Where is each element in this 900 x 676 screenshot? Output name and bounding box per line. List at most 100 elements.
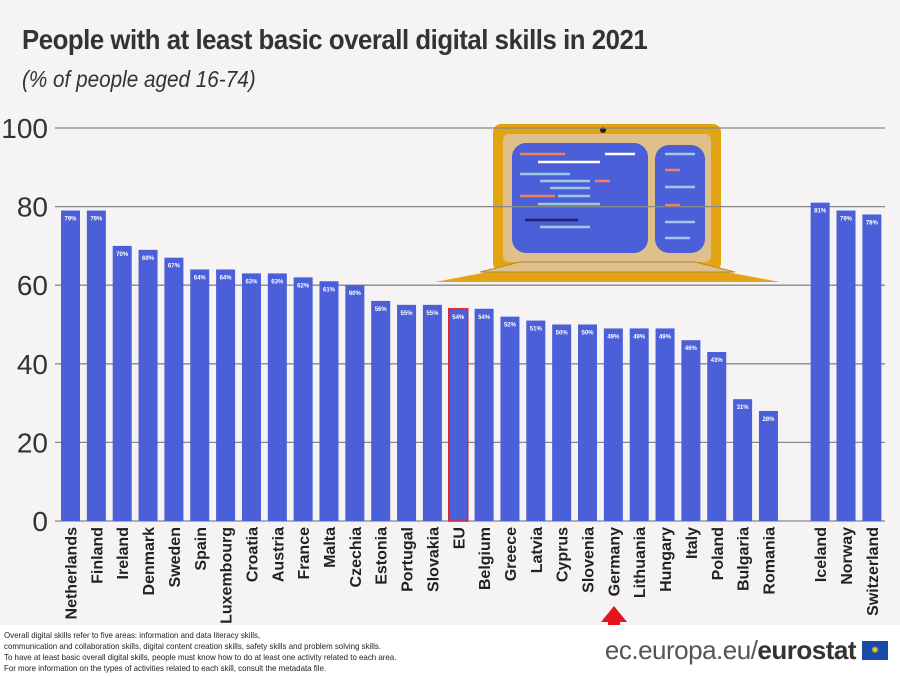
bar-france: [293, 277, 313, 521]
data-label: 79%: [840, 217, 853, 223]
bar-spain: [190, 269, 210, 521]
x-tick-label: Romania: [761, 527, 778, 595]
x-tick-label: Cyprus: [555, 527, 572, 582]
data-label: 49%: [633, 334, 646, 340]
y-tick-label: 100: [1, 113, 48, 144]
footer: Overall digital skills refer to five are…: [0, 625, 900, 676]
x-tick-label: Latvia: [529, 527, 546, 573]
x-tick-label: Netherlands: [64, 527, 81, 620]
bar-netherlands: [61, 210, 80, 521]
footnote-line: To have at least basic overall digital s…: [4, 652, 397, 662]
x-tick-label: Greece: [503, 527, 520, 581]
y-tick-label: 40: [17, 349, 48, 380]
footnote-line: communication and collaboration skills, …: [4, 641, 381, 651]
x-tick-label: Luxembourg: [219, 527, 236, 624]
germany-arrow-icon: [601, 606, 627, 640]
data-label: 49%: [607, 334, 620, 340]
bar-croatia: [241, 273, 261, 521]
x-tick-label: Hungary: [658, 527, 675, 592]
laptop-illustration: [435, 124, 780, 282]
x-tick-label: Spain: [193, 527, 210, 571]
data-label: 64%: [220, 275, 233, 281]
x-tick-label: Iceland: [813, 527, 830, 582]
bar-romania: [758, 410, 778, 521]
data-label: 61%: [323, 287, 336, 293]
data-label: 63%: [245, 279, 258, 285]
bar-finland: [86, 210, 106, 521]
bar-sweden: [164, 257, 184, 521]
eurostat-link[interactable]: ec.europa.eu/eurostat: [604, 635, 857, 666]
bar-czechia: [345, 285, 365, 521]
y-tick-label: 60: [17, 270, 48, 301]
x-tick-label: Austria: [270, 527, 287, 582]
data-label: 28%: [762, 417, 775, 423]
x-tick-label: Denmark: [141, 527, 158, 596]
x-tick-label: France: [296, 527, 313, 580]
bar-luxembourg: [216, 269, 236, 521]
bar-bulgaria: [733, 399, 753, 521]
x-tick-label: Slovakia: [425, 527, 442, 592]
brand-site: ec.europa.eu/: [604, 635, 758, 665]
data-label: 81%: [814, 209, 827, 215]
bar-norway: [836, 210, 856, 521]
footnote-line: For more information on the types of act…: [4, 663, 327, 673]
data-label: 49%: [659, 334, 672, 340]
x-tick-label: Czechia: [348, 527, 365, 588]
bar-switzerland: [862, 214, 882, 521]
x-tick-label: Poland: [710, 527, 727, 580]
data-label: 78%: [866, 220, 879, 226]
x-tick-label: Bulgaria: [736, 527, 753, 591]
data-label: 55%: [401, 311, 414, 317]
x-tick-label: Norway: [839, 527, 856, 585]
bar-iceland: [810, 202, 830, 522]
bar-slovakia: [422, 304, 442, 521]
bar-latvia: [526, 320, 546, 521]
data-label: 64%: [194, 275, 207, 281]
bar-slovenia: [578, 324, 597, 521]
bar-germany: [603, 328, 623, 521]
x-tick-label: Germany: [606, 527, 623, 596]
bar-austria: [267, 273, 287, 521]
x-tick-label: Portugal: [400, 527, 417, 592]
data-label: 70%: [116, 252, 129, 258]
data-label: 51%: [530, 327, 543, 333]
data-label: 79%: [64, 217, 77, 223]
x-tick-label: EU: [451, 527, 468, 549]
x-tick-label: Belgium: [477, 527, 494, 590]
data-label: 43%: [711, 358, 724, 364]
bar-hungary: [655, 328, 675, 521]
bar-portugal: [397, 304, 417, 521]
data-label: 67%: [168, 264, 181, 270]
bar-ireland: [112, 245, 132, 521]
x-tick-label: Lithuania: [632, 527, 649, 598]
data-label: 60%: [349, 291, 362, 297]
data-label: 31%: [737, 405, 750, 411]
bar-poland: [707, 352, 727, 521]
brand-name: eurostat: [757, 635, 856, 665]
data-label: 56%: [375, 307, 388, 313]
x-tick-label: Sweden: [167, 527, 184, 587]
data-label: 79%: [90, 217, 103, 223]
data-label: 46%: [685, 346, 698, 352]
bar-belgium: [474, 308, 494, 521]
x-tick-label: Italy: [684, 527, 701, 559]
bar-estonia: [371, 300, 391, 521]
x-tick-label: Slovenia: [581, 527, 598, 593]
y-tick-label: 0: [32, 506, 48, 537]
data-label: 54%: [478, 315, 491, 321]
bar-italy: [681, 340, 701, 521]
data-label: 50%: [581, 331, 594, 337]
chart-title: People with at least basic overall digit…: [22, 24, 648, 55]
data-label: 63%: [271, 279, 284, 285]
data-label: 69%: [142, 256, 155, 262]
data-label: 52%: [504, 323, 517, 329]
x-tick-label: Switzerland: [865, 527, 882, 616]
x-tick-label: Ireland: [115, 527, 132, 579]
data-label: 54%: [452, 315, 465, 321]
bar-malta: [319, 281, 339, 521]
footnote-line: Overall digital skills refer to five are…: [4, 630, 261, 640]
x-tick-label: Finland: [89, 527, 106, 584]
bar-denmark: [138, 249, 158, 521]
